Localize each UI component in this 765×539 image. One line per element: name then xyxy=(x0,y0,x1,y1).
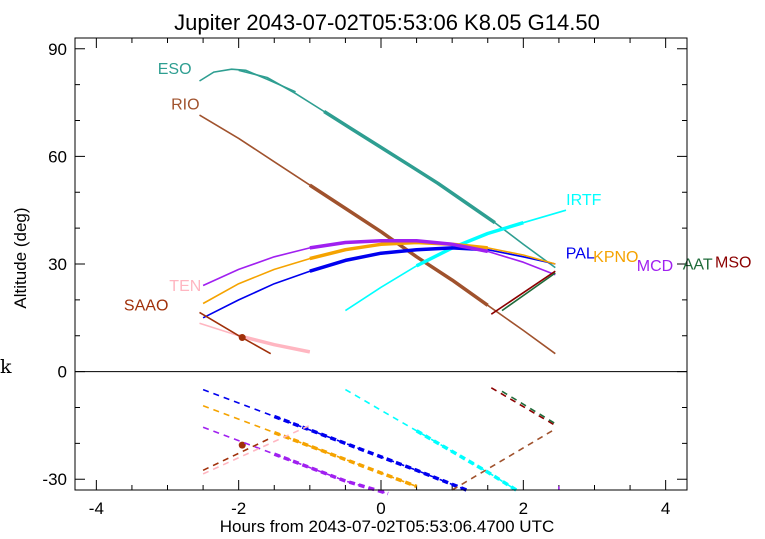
lower-series-6 xyxy=(501,390,556,425)
series-label-mso: MSO xyxy=(715,255,751,272)
series-label-pal: PAL xyxy=(566,246,595,263)
series-highlight-ten xyxy=(238,334,311,354)
series-line-mso xyxy=(490,270,556,315)
event-marker xyxy=(238,441,246,449)
series-label-irtf: IRTF xyxy=(566,192,601,209)
series-line-irtf xyxy=(344,209,567,312)
series-line-mcd xyxy=(202,239,556,287)
series-label-eso: ESO xyxy=(158,61,192,78)
lower-series-0 xyxy=(202,388,468,492)
series-line-saao xyxy=(199,311,272,355)
series-lines xyxy=(199,68,567,449)
side-label: k xyxy=(0,356,12,378)
lower-series-line xyxy=(451,428,556,491)
series-line-kpno xyxy=(202,241,556,305)
plot-frame xyxy=(74,37,688,491)
lower-series-line xyxy=(501,390,556,425)
lower-series-1 xyxy=(202,404,418,489)
y-tick-label: -30 xyxy=(42,470,67,489)
event-marker xyxy=(238,334,246,342)
series-line-aat xyxy=(501,272,556,312)
lower-series-highlight xyxy=(415,429,518,492)
lower-series-line xyxy=(202,426,389,495)
tick-marks: -4 -2 0 2 4 90 60 30 0 -30 xyxy=(42,38,687,518)
lower-panel-lines xyxy=(202,387,560,496)
x-tick-label: 4 xyxy=(661,499,670,518)
series-highlight-mcd xyxy=(309,238,489,254)
series-line-rio xyxy=(199,114,556,355)
lower-series-line xyxy=(490,387,556,427)
lower-series-5 xyxy=(490,387,556,427)
x-tick-label: -4 xyxy=(89,499,104,518)
series-highlight-irtf xyxy=(415,221,524,268)
lower-series-highlight xyxy=(273,414,468,492)
lower-series-8 xyxy=(202,437,272,472)
chart-title: Jupiter 2043-07-02T05:53:06 K8.05 G14.50 xyxy=(174,10,600,35)
lower-series-line xyxy=(202,437,272,472)
lower-series-3 xyxy=(344,388,518,492)
y-axis-label: Altitude (deg) xyxy=(11,207,30,308)
series-line-eso-rise xyxy=(199,68,296,93)
y-tick-label: 60 xyxy=(48,147,67,166)
lower-series-7 xyxy=(202,424,311,475)
series-highlight-pal xyxy=(309,246,488,273)
x-tick-label: 2 xyxy=(519,499,528,518)
lower-series-highlight xyxy=(273,430,418,489)
series-highlight-eso xyxy=(323,110,496,225)
lower-series-2 xyxy=(202,426,389,496)
series-label-mcd: MCD xyxy=(637,258,673,275)
x-axis-label: Hours from 2043-07-02T05:53:06.4700 UTC xyxy=(220,517,555,536)
y-tick-label: 30 xyxy=(48,255,67,274)
lower-series-line xyxy=(344,388,517,491)
x-tick-label: 0 xyxy=(376,499,385,518)
lower-series-line xyxy=(202,388,467,491)
series-label-aat: AAT xyxy=(683,256,713,273)
lower-series-4 xyxy=(451,428,556,491)
series-label-saao: SAAO xyxy=(124,298,168,315)
lower-series-highlight xyxy=(273,452,389,496)
x-tick-label: -2 xyxy=(231,499,246,518)
series-label-ten: TEN xyxy=(169,278,201,295)
y-tick-label: 0 xyxy=(58,363,67,382)
lower-series-line xyxy=(202,424,311,475)
y-tick-label: 90 xyxy=(48,40,67,59)
series-label-rio: RIO xyxy=(171,97,199,114)
series-label-kpno: KPNO xyxy=(593,249,638,266)
lower-series-line xyxy=(202,404,417,488)
